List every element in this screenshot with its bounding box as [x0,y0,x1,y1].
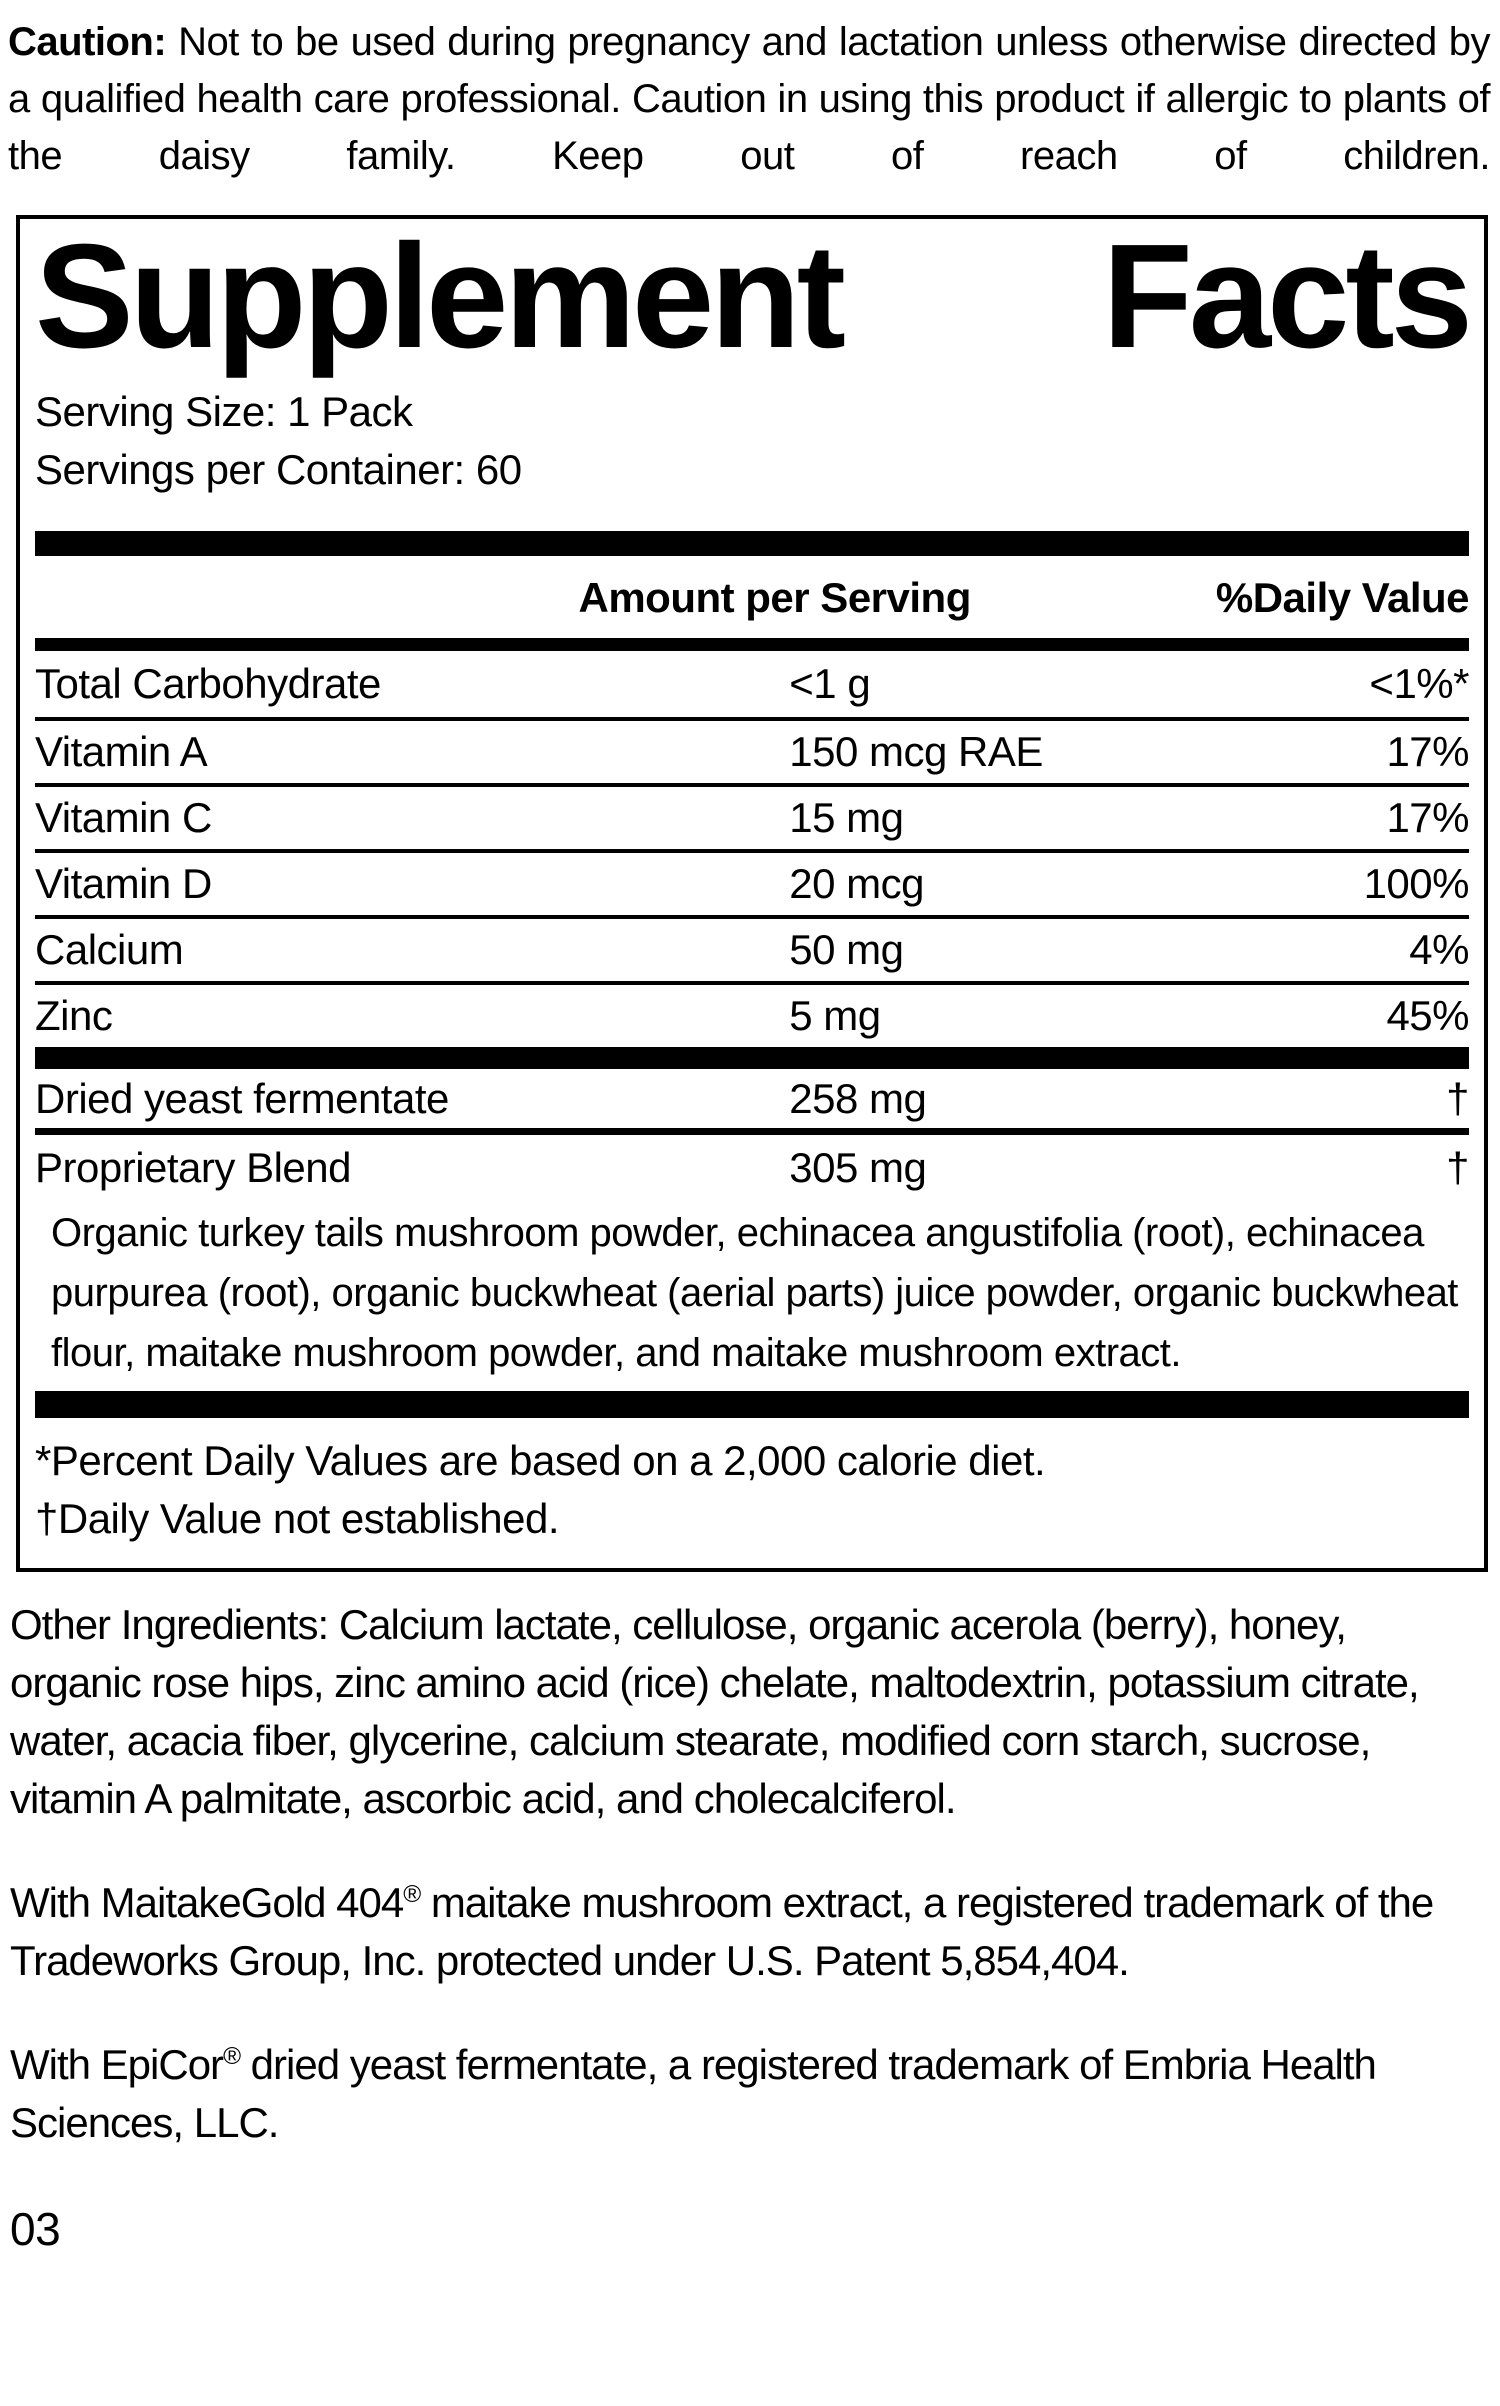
page-number: 03 [10,2203,61,2255]
servings-per-container: Servings per Container: 60 [35,446,522,493]
divider-bar-bottom [35,1391,1469,1418]
other-ingredients-paragraph: Other Ingredients: Calcium lactate, cell… [10,1601,1420,1822]
registered-mark-icon: ® [223,2043,241,2070]
caution-lead: Caution: [8,20,167,64]
nutrient-amount: 20 mcg [789,860,925,907]
nutrient-label: Vitamin C [35,794,212,841]
epicor-trademark-paragraph: With EpiCor® dried yeast fermentate, a r… [10,2036,1486,2152]
registered-mark-icon: ® [403,1881,421,1908]
nutrient-row-calcium: Calcium 50 mg 4% [35,915,1469,981]
column-header-daily-value: %Daily Value [1215,574,1470,621]
nutrient-row-zinc: Zinc 5 mg 45% [35,981,1469,1047]
divider-bar-middle [35,1047,1469,1069]
nutrient-amount: 5 mg [789,992,881,1039]
serving-size: Serving Size: 1 Pack [35,388,413,435]
nutrient-daily-value: 17% [1386,728,1469,775]
divider-bar-top [35,531,1469,556]
divider-bar-header [35,638,1469,651]
nutrient-rows: Total Carbohydrate <1 g <1%* Vitamin A 1… [35,651,1470,1047]
supplement-facts-panel: Supplement Facts Serving Size: 1 Pack Se… [16,215,1488,1572]
title-word-facts: Facts [1102,214,1473,379]
nutrient-label: Calcium [35,926,184,973]
nutrient-daily-value: 100% [1363,860,1470,907]
nutrient-amount: 50 mg [789,926,904,973]
epicor-text-after: dried yeast fermentate, a registered tra… [10,2041,1377,2146]
nutrient-row-vitamin-a: Vitamin A 150 mcg RAE 17% [35,717,1469,783]
footnote-percent-daily-values: *Percent Daily Values are based on a 2,0… [35,1437,1046,1484]
footnotes: *Percent Daily Values are based on a 2,0… [35,1432,1469,1548]
panel-title: Supplement Facts [35,214,1473,379]
nutrient-label: Vitamin A [35,728,208,775]
epicor-text-before: With EpiCor [10,2041,224,2088]
footnote-daily-value-not-established: †Daily Value not established. [35,1495,560,1542]
nutrient-amount: <1 g [789,660,871,707]
nutrient-label: Total Carbohydrate [35,660,381,707]
nutrient-label: Vitamin D [35,860,212,907]
nutrient-amount: 150 mcg RAE [789,728,1043,775]
caution-text: Not to be used during pregnancy and lact… [8,20,1491,178]
nutrient-daily-value: 17% [1386,794,1469,841]
nutrient-label: Proprietary Blend [35,1144,352,1191]
maitakegold-text-after: maitake mushroom extract, a registered t… [10,1879,1434,1984]
nutrient-amount: 305 mg [789,1144,927,1191]
maitakegold-text-before: With MaitakeGold 404 [10,1879,404,1926]
column-header-amount: Amount per Serving [578,574,971,621]
nutrient-row-dried-yeast-fermentate: Dried yeast fermentate 258 mg † [35,1069,1469,1135]
nutrient-amount: 258 mg [789,1074,927,1122]
nutrient-label: Zinc [35,992,113,1039]
proprietary-blend-description: Organic turkey tails mushroom powder, ec… [51,1211,1458,1375]
nutrient-daily-value: <1%* [1369,660,1469,707]
nutrient-daily-value: † [1446,1144,1469,1191]
nutrient-daily-value: † [1446,1074,1469,1122]
nutrient-row-proprietary-blend: Proprietary Blend 305 mg † [35,1135,1469,1201]
nutrient-label: Dried yeast fermentate [35,1074,449,1122]
nutrient-row-total-carbohydrate: Total Carbohydrate <1 g <1%* [35,651,1469,717]
nutrient-daily-value: 45% [1386,992,1469,1039]
column-header-row: Amount per Serving %Daily Value [35,556,1469,638]
nutrient-amount: 15 mg [789,794,904,841]
nutrient-daily-value: 4% [1409,926,1469,973]
maitakegold-trademark-paragraph: With MaitakeGold 404® maitake mushroom e… [10,1874,1486,1990]
nutrient-row-vitamin-d: Vitamin D 20 mcg 100% [35,849,1470,915]
caution-paragraph: Caution: Not to be used during pregnancy… [0,0,1500,185]
title-word-supplement: Supplement [35,214,846,379]
nutrient-row-vitamin-c: Vitamin C 15 mg 17% [35,783,1469,849]
